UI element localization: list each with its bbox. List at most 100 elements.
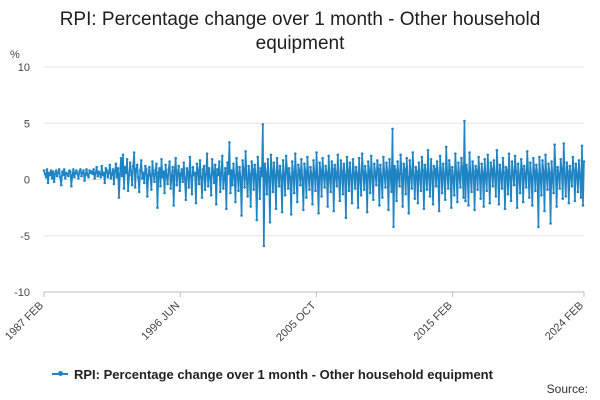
data-point bbox=[367, 169, 371, 172]
data-point bbox=[60, 170, 64, 173]
data-point bbox=[580, 144, 584, 148]
data-point bbox=[220, 171, 223, 175]
data-point bbox=[573, 199, 577, 203]
data-point bbox=[108, 163, 112, 167]
data-point bbox=[509, 199, 513, 203]
data-point bbox=[207, 166, 211, 170]
data-point bbox=[572, 169, 576, 172]
data-point bbox=[523, 173, 527, 177]
y-tick-label: -5 bbox=[20, 231, 30, 243]
data-point bbox=[285, 168, 289, 171]
data-point bbox=[529, 161, 532, 164]
data-point bbox=[109, 177, 113, 180]
data-point bbox=[385, 161, 388, 164]
data-point bbox=[277, 184, 281, 188]
data-point bbox=[522, 164, 526, 168]
data-point bbox=[44, 175, 48, 179]
data-point bbox=[399, 153, 402, 157]
data-point bbox=[530, 175, 533, 179]
data-point bbox=[138, 169, 142, 172]
data-point bbox=[342, 162, 346, 166]
data-point bbox=[547, 162, 550, 166]
data-point bbox=[50, 177, 54, 180]
data-point bbox=[245, 177, 248, 180]
data-point bbox=[134, 168, 138, 171]
data-point bbox=[303, 162, 306, 166]
data-point bbox=[473, 208, 476, 212]
data-point bbox=[49, 169, 53, 172]
data-point bbox=[390, 190, 393, 194]
data-point bbox=[56, 171, 60, 175]
data-point bbox=[494, 195, 498, 198]
data-point bbox=[370, 174, 374, 178]
data-point bbox=[364, 173, 368, 177]
data-point bbox=[227, 172, 230, 176]
data-point bbox=[457, 161, 460, 164]
data-point bbox=[467, 204, 470, 207]
data-point bbox=[379, 163, 382, 167]
source-label: Source: bbox=[546, 382, 588, 396]
data-point bbox=[310, 172, 313, 176]
data-point bbox=[250, 160, 253, 163]
data-point bbox=[317, 211, 320, 215]
data-point bbox=[48, 173, 52, 177]
data-point bbox=[120, 174, 124, 178]
data-point bbox=[99, 175, 103, 179]
data-point bbox=[493, 174, 497, 178]
data-point bbox=[427, 175, 431, 179]
data-point bbox=[230, 169, 233, 172]
data-point bbox=[359, 193, 363, 197]
data-point bbox=[164, 163, 167, 167]
x-tick-label: 2024 FEB bbox=[543, 300, 586, 343]
data-point bbox=[203, 188, 207, 191]
data-point bbox=[201, 168, 205, 171]
data-point bbox=[124, 171, 128, 175]
data-point bbox=[215, 168, 219, 171]
data-point bbox=[248, 172, 251, 176]
data-point bbox=[259, 166, 263, 170]
legend-swatch bbox=[52, 371, 68, 376]
data-point bbox=[117, 196, 121, 199]
data-point bbox=[176, 171, 180, 175]
data-point bbox=[114, 162, 118, 166]
data-point bbox=[270, 169, 274, 172]
data-point bbox=[389, 173, 392, 177]
data-point bbox=[477, 155, 480, 159]
data-point bbox=[116, 166, 120, 170]
data-point bbox=[98, 172, 102, 176]
data-point bbox=[472, 170, 475, 173]
data-point bbox=[521, 200, 525, 204]
data-point bbox=[288, 175, 292, 179]
data-point bbox=[93, 177, 96, 180]
data-point bbox=[439, 170, 443, 173]
x-tick-label: 1996 JUN bbox=[139, 300, 182, 343]
data-point bbox=[458, 173, 461, 177]
data-point bbox=[229, 191, 232, 195]
data-point bbox=[441, 162, 445, 166]
data-point bbox=[188, 155, 192, 159]
legend: RPI: Percentage change over 1 month - Ot… bbox=[52, 364, 493, 384]
data-point bbox=[233, 174, 236, 178]
data-point bbox=[57, 168, 61, 171]
data-point bbox=[403, 168, 406, 171]
data-point bbox=[75, 169, 78, 172]
data-point bbox=[193, 171, 197, 175]
data-point bbox=[92, 168, 95, 171]
data-point bbox=[231, 183, 234, 187]
data-point bbox=[355, 172, 359, 176]
data-point bbox=[47, 171, 51, 175]
data-point bbox=[297, 163, 300, 167]
data-point bbox=[495, 148, 499, 152]
data-point bbox=[452, 175, 455, 179]
data-point bbox=[567, 201, 571, 205]
data-point bbox=[179, 172, 183, 176]
data-point bbox=[339, 159, 343, 162]
data-point bbox=[516, 162, 520, 166]
data-point bbox=[361, 170, 365, 173]
data-point bbox=[576, 190, 580, 194]
data-point bbox=[257, 170, 261, 173]
data-point bbox=[275, 156, 279, 160]
data-point bbox=[222, 187, 225, 190]
data-point bbox=[480, 162, 483, 166]
data-point bbox=[113, 170, 117, 173]
